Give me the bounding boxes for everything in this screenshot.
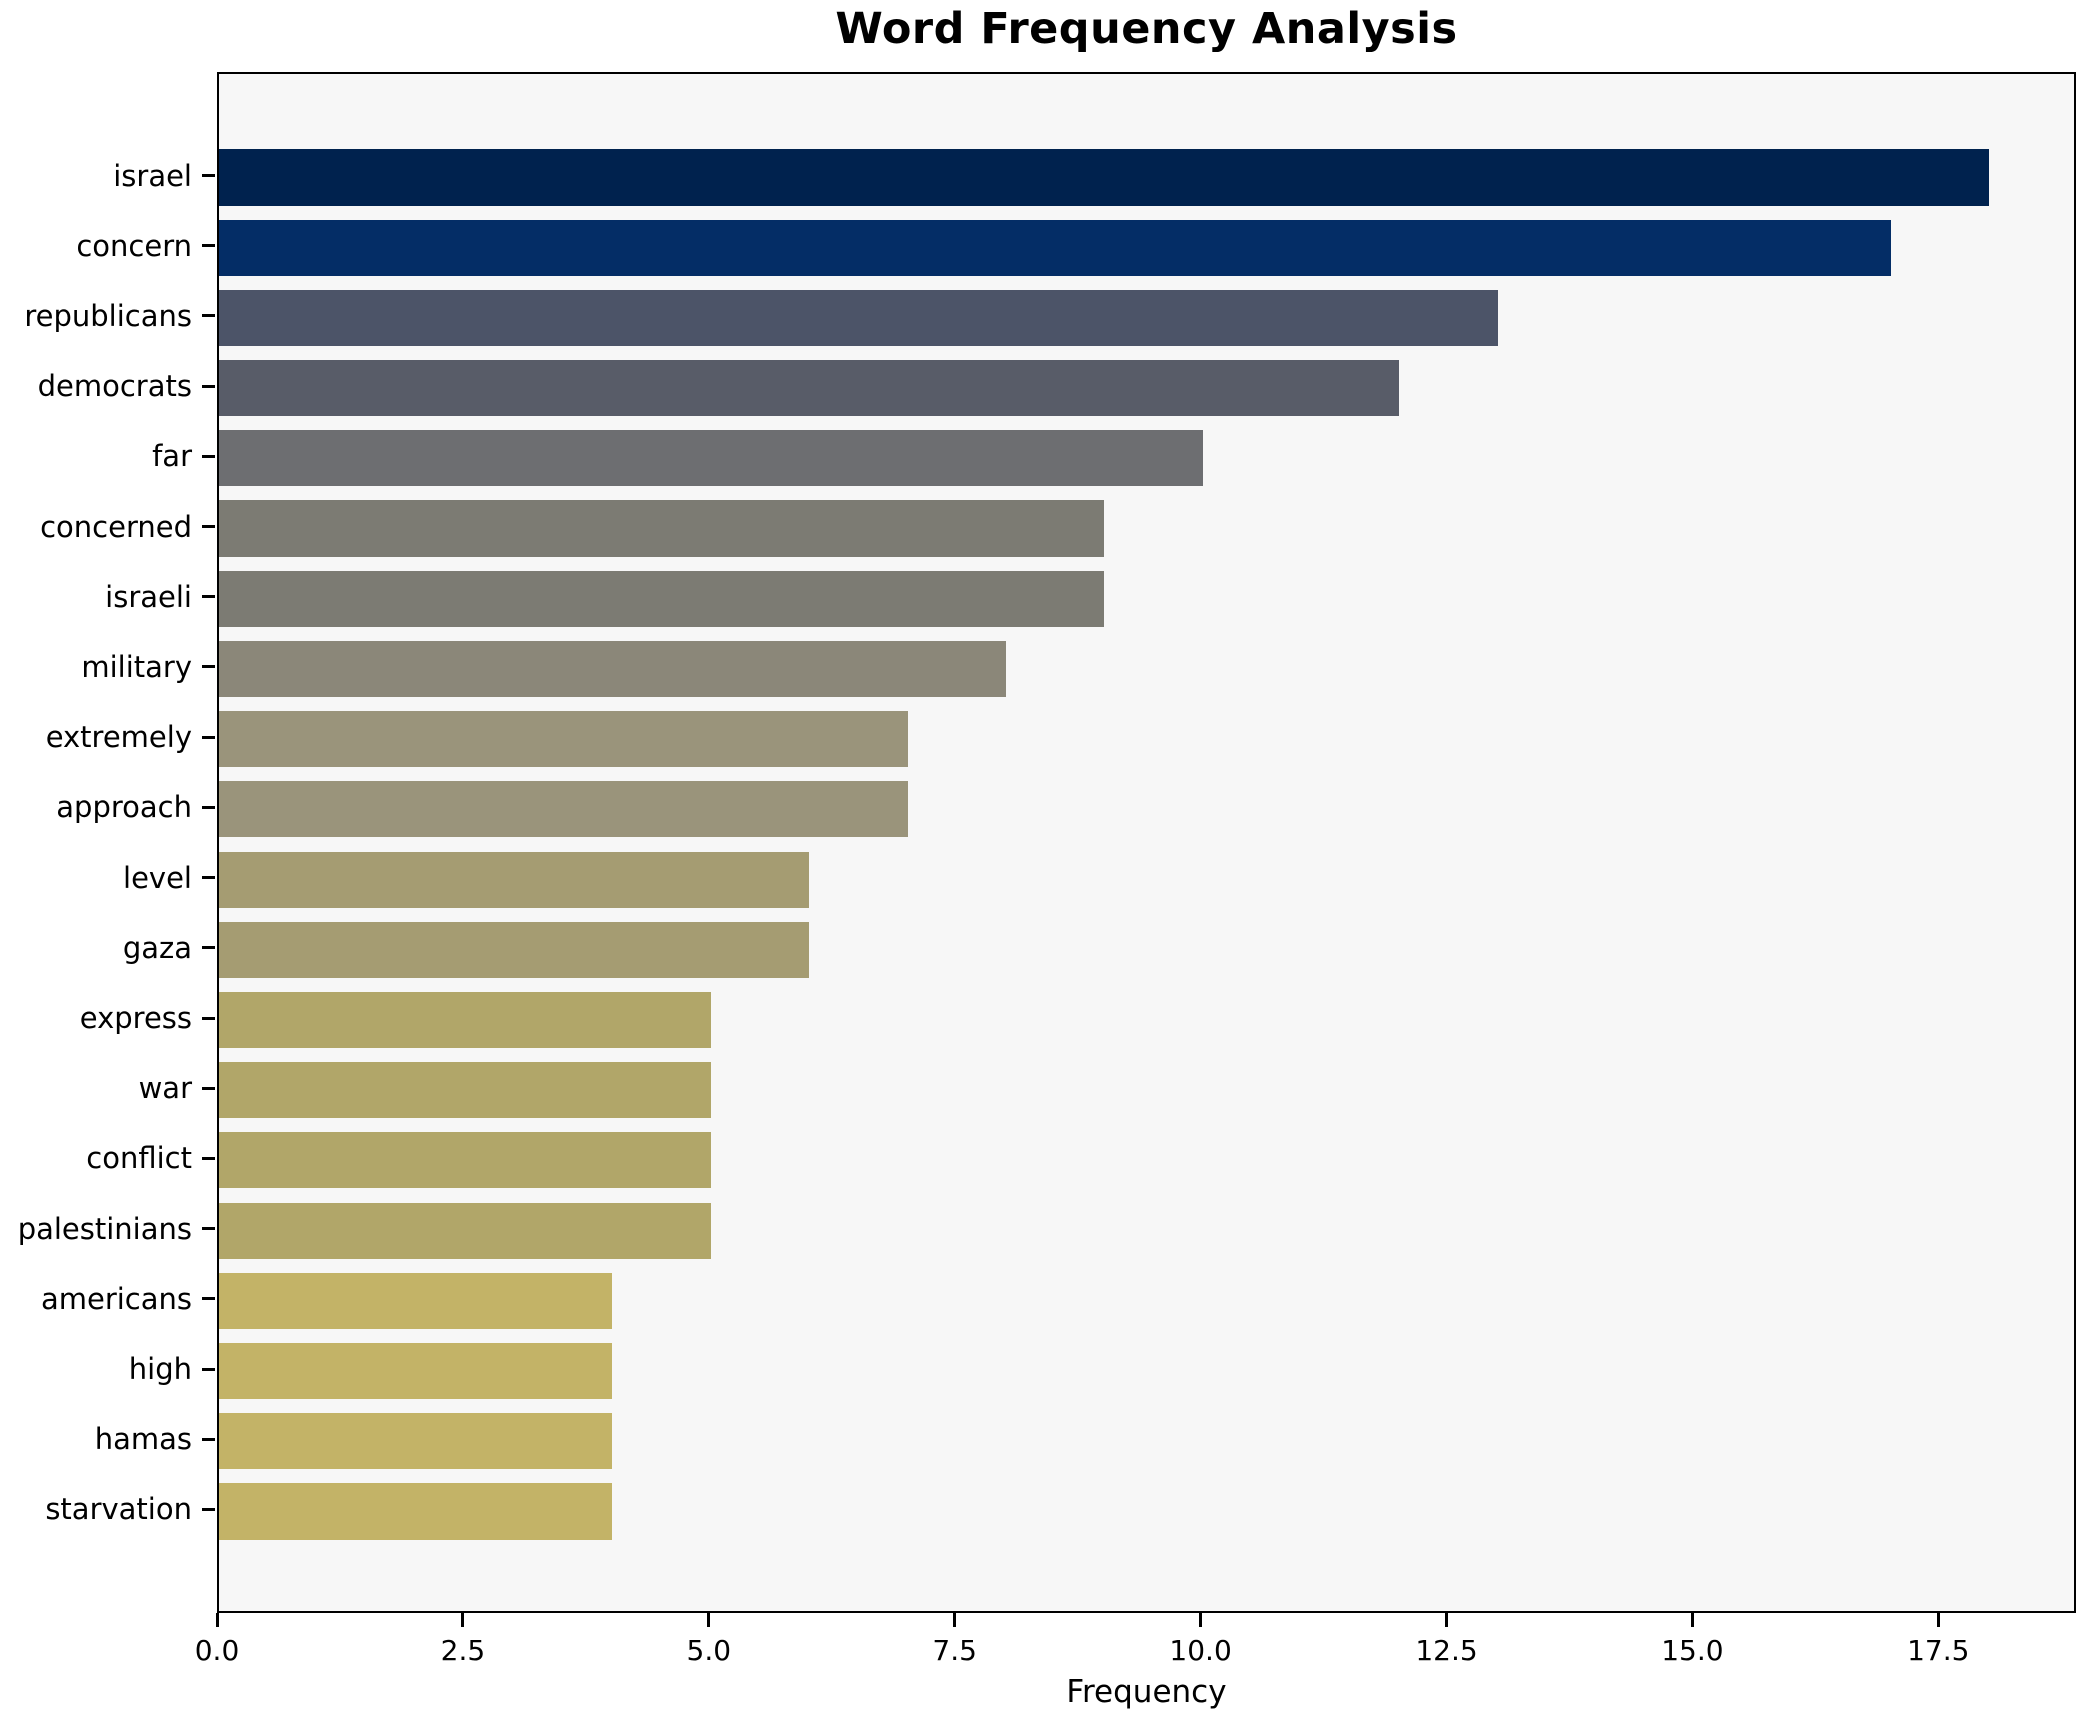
x-tick-label-0.0: 0.0 (194, 1634, 240, 1667)
bar-military (219, 640, 1006, 698)
bar-israel (219, 149, 1990, 206)
y-tick-mark (202, 174, 215, 178)
y-tick-label-starvation: starvation (45, 1492, 192, 1527)
y-tick-mark (202, 1227, 215, 1231)
x-tick-label-17.5: 17.5 (1907, 1634, 1970, 1667)
bar-war (219, 1062, 711, 1119)
x-tick-label-2.5: 2.5 (440, 1634, 486, 1667)
bar-palestinians (219, 1202, 711, 1259)
bar-concerned (219, 500, 1105, 557)
y-tick-mark (202, 1156, 215, 1160)
x-tick-mark (215, 1613, 219, 1627)
x-axis-label: Frequency (1066, 1674, 1227, 1710)
bar-republicans (219, 289, 1498, 347)
y-tick-mark (202, 1367, 215, 1371)
x-tick-mark (1444, 1613, 1448, 1627)
x-tick-label-12.5: 12.5 (1415, 1634, 1478, 1667)
y-tick-label-gaza: gaza (122, 930, 192, 965)
x-tick-label-5.0: 5.0 (686, 1634, 732, 1667)
bar-express (219, 991, 711, 1049)
bar-high (219, 1342, 613, 1400)
y-tick-label-conflict: conflict (86, 1141, 192, 1176)
y-tick-label-americans: americans (40, 1281, 192, 1316)
bar-approach (219, 781, 908, 838)
y-tick-mark (202, 876, 215, 880)
y-tick-mark (202, 384, 215, 388)
y-tick-label-extremely: extremely (45, 720, 192, 755)
y-tick-label-level: level (123, 860, 192, 895)
x-tick-mark (1199, 1613, 1203, 1627)
plot-area (217, 72, 2076, 1613)
y-tick-label-express: express (79, 1001, 192, 1035)
y-tick-label-far: far (152, 439, 192, 474)
x-tick-label-15.0: 15.0 (1661, 1634, 1724, 1667)
bar-hamas (219, 1413, 613, 1470)
x-tick-mark (1936, 1613, 1940, 1627)
x-tick-mark (707, 1613, 711, 1627)
x-tick-mark (953, 1613, 957, 1627)
y-tick-mark (202, 244, 215, 248)
bar-israeli (219, 570, 1105, 627)
y-tick-label-israeli: israeli (105, 579, 192, 614)
chart-title: Word Frequency Analysis (835, 4, 1458, 54)
bar-concern (219, 219, 1892, 276)
y-tick-mark (202, 946, 215, 950)
y-tick-label-hamas: hamas (94, 1422, 192, 1457)
y-tick-label-palestinians: palestinians (17, 1211, 192, 1246)
y-tick-label-concerned: concerned (40, 509, 192, 544)
y-tick-mark (202, 805, 215, 809)
y-tick-label-military: military (81, 649, 192, 684)
y-tick-mark (202, 454, 215, 458)
x-tick-label-7.5: 7.5 (932, 1634, 977, 1667)
bar-far (219, 430, 1203, 487)
y-tick-label-democrats: democrats (37, 369, 192, 404)
y-tick-mark (202, 1086, 215, 1090)
bar-democrats (219, 360, 1400, 417)
y-tick-mark (202, 665, 215, 669)
y-tick-label-approach: approach (56, 790, 192, 825)
y-tick-mark (202, 1437, 215, 1441)
y-tick-mark (202, 735, 215, 739)
x-tick-mark (1690, 1613, 1694, 1627)
y-tick-label-israel: israel (113, 158, 192, 193)
bar-extremely (219, 711, 908, 768)
y-tick-mark (202, 1507, 215, 1511)
bar-gaza (219, 921, 810, 978)
y-tick-label-high: high (128, 1352, 192, 1387)
x-tick-label-10.0: 10.0 (1169, 1634, 1232, 1667)
y-tick-label-republicans: republicans (24, 298, 192, 333)
y-tick-mark (202, 525, 215, 529)
bar-starvation (219, 1483, 613, 1540)
x-tick-mark (461, 1613, 465, 1627)
y-tick-label-war: war (138, 1071, 192, 1106)
bar-level (219, 851, 810, 908)
y-tick-mark (202, 1016, 215, 1020)
y-tick-mark (202, 1297, 215, 1301)
y-tick-mark (202, 314, 215, 318)
y-tick-mark (202, 595, 215, 599)
bar-americans (219, 1272, 613, 1329)
bar-conflict (219, 1132, 711, 1189)
y-tick-label-concern: concern (76, 228, 192, 263)
